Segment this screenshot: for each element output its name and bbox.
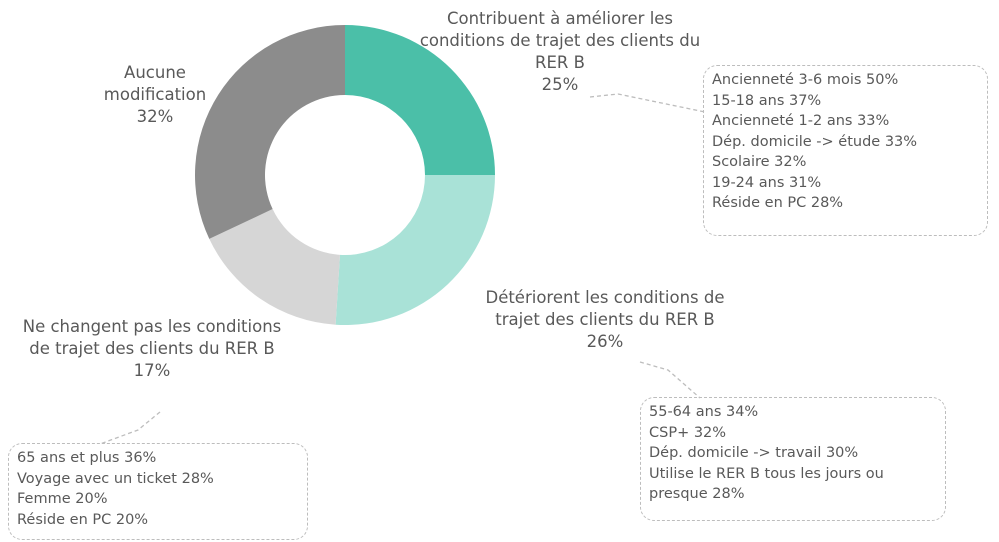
callout-item: Dép. domicile -> travail 30%	[649, 445, 859, 461]
category-label: Contribuent à améliorer les conditions d…	[419, 9, 701, 72]
value-label: 25%	[541, 75, 579, 94]
slice-label: Ne changent pas les conditions de trajet…	[22, 316, 282, 382]
callout-item: 15-18 ans 37%	[712, 92, 822, 109]
callout-item: Scolaire 32%	[712, 154, 807, 170]
connector	[589, 93, 706, 113]
value-label: 26%	[586, 332, 624, 351]
callout-box: Ancienneté 3-6 mois 50% 15-18 ans 37% Anci…	[703, 65, 988, 236]
slice	[209, 209, 340, 325]
callout-item: Ancienneté 3-6 mois 50%	[712, 72, 899, 88]
callout-item: Voyage avec un ticket 28%	[17, 470, 214, 487]
category-label: Détériorent les conditions de trajet des…	[485, 288, 725, 329]
slice-label: Détériorent les conditions de trajet des…	[465, 287, 745, 353]
callout-box: 55-64 ans 34% CSP+ 32% Dép. domicile -> tr…	[640, 397, 946, 521]
callout-item: Réside en PC 28%	[712, 195, 844, 211]
category-label: Aucune modification	[103, 63, 207, 104]
slice-label: Contribuent à améliorer les conditions d…	[410, 8, 710, 96]
callout-item: Femme 20%	[17, 491, 108, 507]
callout-item: Réside en PC 20%	[17, 511, 149, 528]
callout-item: 55-64 ans 34%	[649, 404, 759, 420]
connector	[99, 411, 161, 445]
connector	[639, 361, 701, 399]
callout-item: 19-24 ans 31%	[712, 174, 822, 191]
value-label: 32%	[136, 107, 174, 126]
slice	[335, 175, 495, 325]
callout-box: 65 ans et plus 36% Voyage avec un ticket …	[8, 443, 308, 540]
callout-item: Dép. domicile -> étude 33%	[712, 133, 918, 150]
connectors	[99, 93, 706, 445]
callout-item: CSP+ 32%	[649, 424, 727, 441]
slice	[345, 25, 495, 175]
category-label: Ne changent pas les conditions de trajet…	[22, 317, 282, 358]
callout-item: Ancienneté 1-2 ans 33%	[712, 113, 890, 129]
callout-item: 65 ans et plus 36%	[17, 450, 157, 466]
slice	[194, 25, 345, 239]
callout-item: Utilise le RER B tous les jours ou presq…	[649, 465, 884, 503]
slice-label: Aucune modification 32%	[95, 62, 215, 128]
slices	[194, 25, 495, 325]
value-label: 17%	[133, 361, 171, 380]
